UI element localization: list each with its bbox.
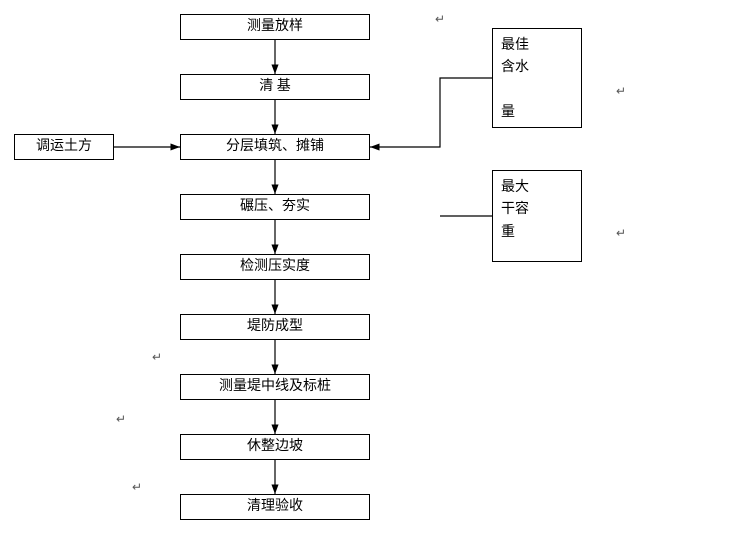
return-mark-icon: ↵ — [616, 226, 626, 241]
flowchart-node-label: 堤防成型 — [247, 316, 303, 338]
flowchart-node-nR1: 最佳 含水 量 — [492, 28, 582, 128]
return-mark-icon: ↵ — [116, 412, 126, 427]
flowchart-node-label: 最佳 含水 量 — [501, 35, 529, 125]
flowchart-edges — [0, 0, 756, 534]
return-mark-icon: ↵ — [435, 12, 445, 27]
flowchart-node-label: 最大 干容 重 — [501, 177, 529, 244]
flowchart-node-n6: 堤防成型 — [180, 314, 370, 340]
flowchart-node-n8: 休整边坡 — [180, 434, 370, 460]
flowchart-node-n3: 分层填筑、摊铺 — [180, 134, 370, 160]
flowchart-node-label: 休整边坡 — [247, 436, 303, 458]
return-mark-icon: ↵ — [616, 84, 626, 99]
flowchart-node-n5: 检测压实度 — [180, 254, 370, 280]
flowchart-node-nL: 调运土方 — [14, 134, 114, 160]
flowchart-node-nR2: 最大 干容 重 — [492, 170, 582, 262]
flowchart-node-label: 测量堤中线及标桩 — [219, 376, 331, 398]
flowchart-node-label: 清理验收 — [247, 496, 303, 518]
flowchart-node-label: 分层填筑、摊铺 — [226, 136, 324, 158]
flowchart-edge — [370, 78, 492, 147]
return-mark-icon: ↵ — [132, 480, 142, 495]
flowchart-node-n7: 测量堤中线及标桩 — [180, 374, 370, 400]
flowchart-node-label: 检测压实度 — [240, 256, 310, 278]
return-mark-icon: ↵ — [152, 350, 162, 365]
flowchart-node-n4: 碾压、夯实 — [180, 194, 370, 220]
flowchart-node-label: 调运土方 — [36, 136, 92, 158]
flowchart-node-label: 清 基 — [259, 76, 291, 98]
flowchart-node-label: 测量放样 — [247, 16, 303, 38]
flowchart-node-n1: 测量放样 — [180, 14, 370, 40]
flowchart-node-n2: 清 基 — [180, 74, 370, 100]
flowchart-node-n9: 清理验收 — [180, 494, 370, 520]
flowchart-node-label: 碾压、夯实 — [240, 196, 310, 218]
